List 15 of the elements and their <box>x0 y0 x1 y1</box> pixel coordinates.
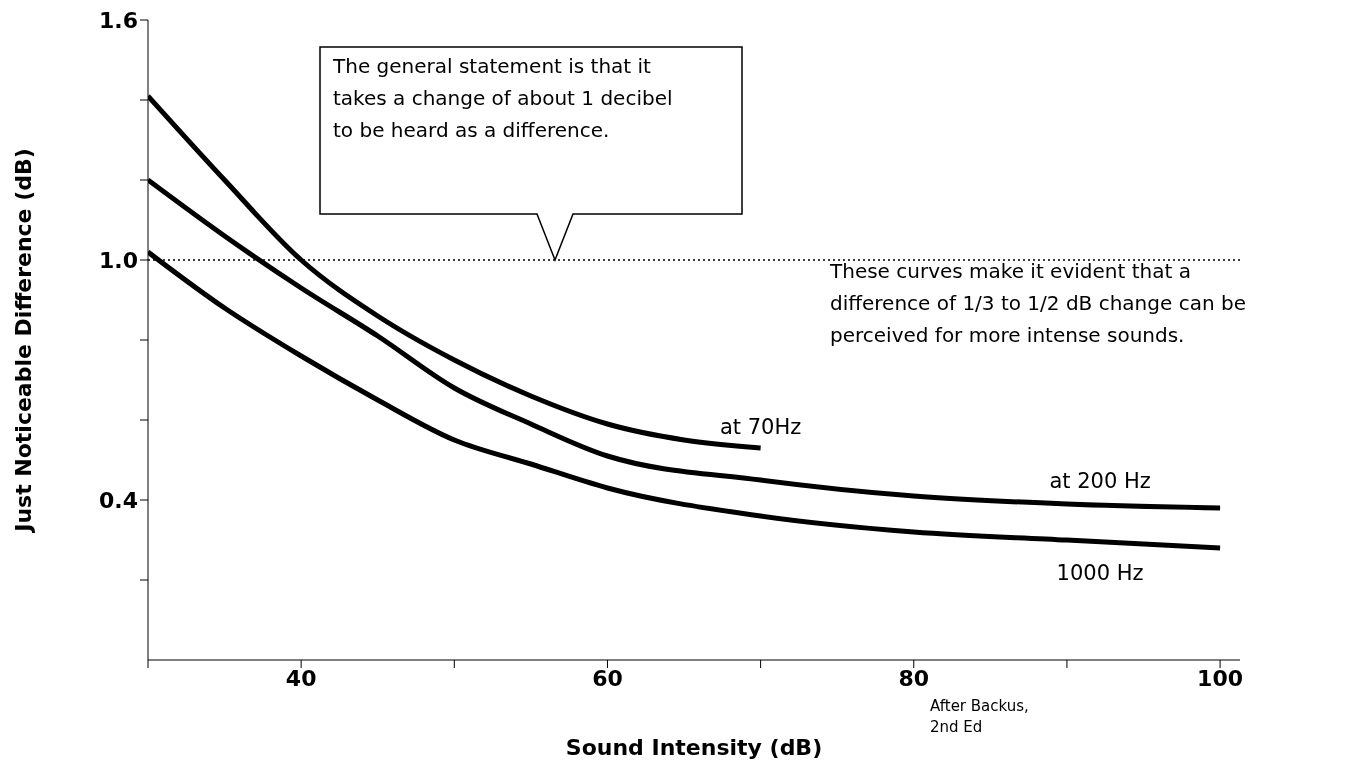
x-tick-label: 80 <box>898 665 930 691</box>
series-label: 1000 Hz <box>1056 561 1144 585</box>
x-axis-title: Sound Intensity (dB) <box>565 735 823 760</box>
text: After Backus, 2nd Ed <box>930 696 1030 738</box>
y-tick-label: 1.6 <box>99 7 138 33</box>
series-label: at 70Hz <box>719 415 802 439</box>
y-axis-title: Just Noticeable Difference (dB) <box>10 148 36 534</box>
y-tick-label: 0.4 <box>99 487 138 513</box>
annotation: These curves make it evident that a difference of 1/3 to 1/2 dB change can be perceived for more intense sounds. <box>830 258 1247 349</box>
x-tick-label: 100 <box>1197 665 1244 691</box>
y-tick-label: 1.0 <box>99 247 138 273</box>
annotation: The general statement is that it takes a change of about 1 decibel to be heard as a difference. <box>333 53 673 144</box>
series-label: at 200 Hz <box>1049 469 1151 493</box>
x-tick-label: 60 <box>592 665 623 691</box>
x-tick-label: 40 <box>285 665 317 691</box>
